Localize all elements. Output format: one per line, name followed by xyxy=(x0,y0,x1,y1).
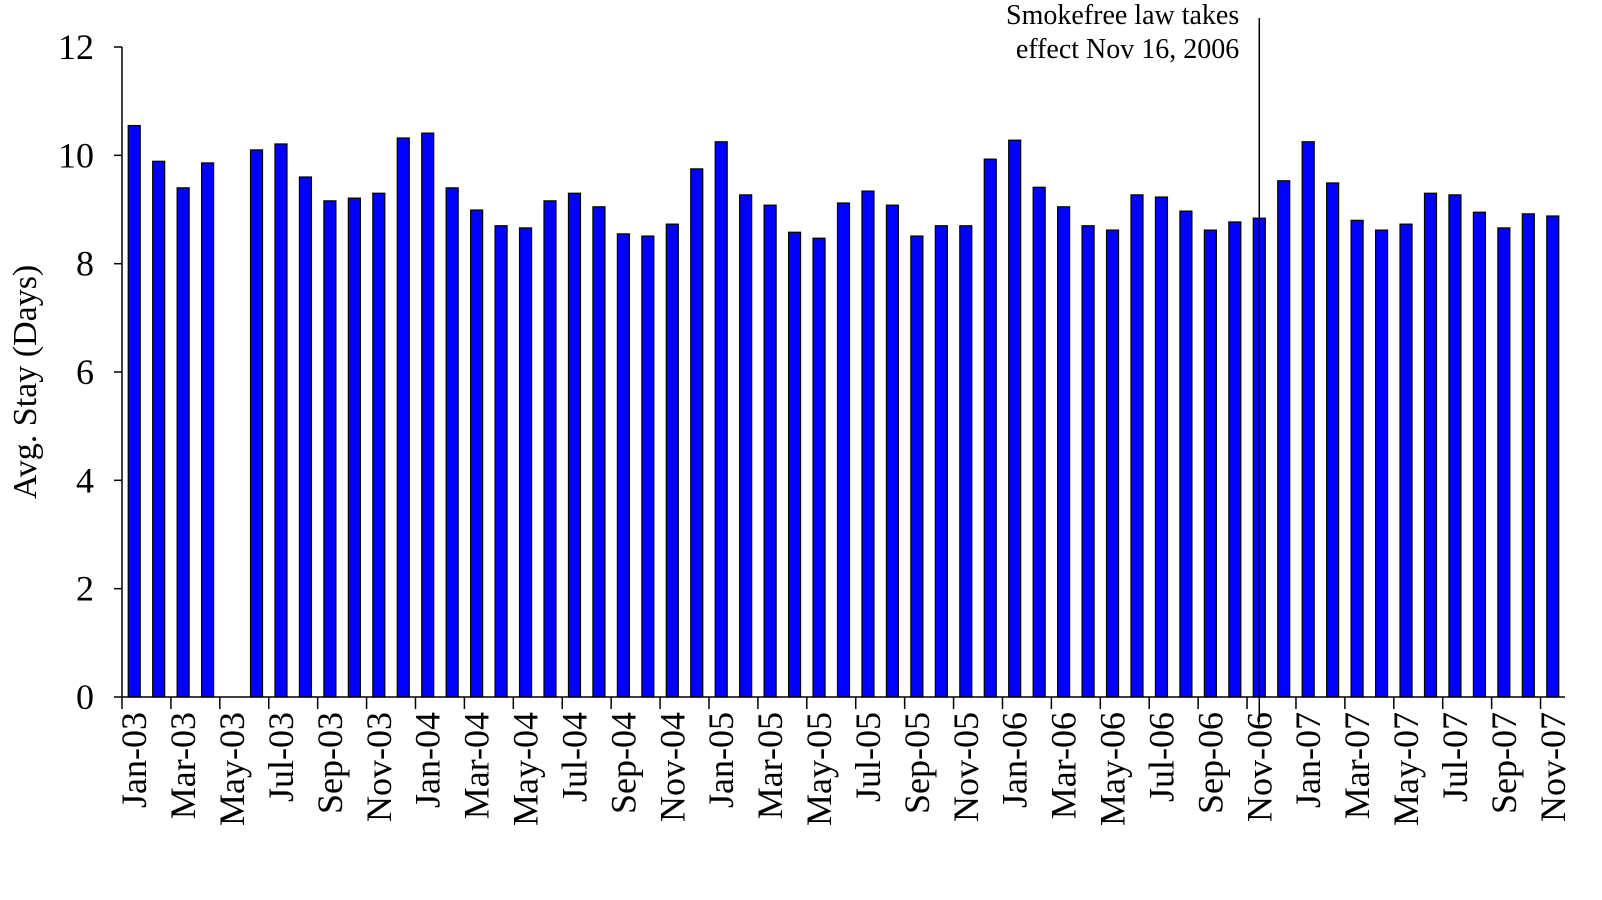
bar xyxy=(1301,141,1315,698)
bar xyxy=(1546,215,1560,698)
bar xyxy=(1081,225,1095,698)
x-tick-label: Sep-05 xyxy=(897,712,937,814)
bar xyxy=(396,137,410,698)
bar xyxy=(739,194,753,698)
x-tick-label: Mar-03 xyxy=(163,712,203,819)
bar xyxy=(1105,229,1120,698)
bar xyxy=(836,202,851,698)
bar xyxy=(372,192,386,698)
bar xyxy=(641,235,655,698)
bar xyxy=(445,187,459,698)
bar xyxy=(298,176,313,698)
x-tick-label: Nov-05 xyxy=(946,712,986,822)
x-tick-label: Jan-03 xyxy=(114,712,154,808)
x-tick-label: Jul-07 xyxy=(1435,712,1475,802)
bar xyxy=(959,225,973,698)
bar xyxy=(470,209,484,698)
x-tick-label: Nov-07 xyxy=(1533,712,1573,822)
x-tick-label: Nov-03 xyxy=(359,712,399,822)
y-tick-label: 6 xyxy=(76,352,94,392)
bar xyxy=(910,235,924,698)
bar xyxy=(934,225,948,698)
x-tick-label: Mar-04 xyxy=(457,712,497,819)
bar xyxy=(714,141,728,698)
y-tick-label: 12 xyxy=(58,27,94,67)
x-tick-label: Jan-07 xyxy=(1288,712,1328,808)
bar xyxy=(274,143,288,698)
x-tick-label: May-03 xyxy=(212,712,252,826)
x-tick-label: Jul-06 xyxy=(1141,712,1181,802)
y-tick-label: 0 xyxy=(76,677,94,717)
bar xyxy=(567,192,582,698)
bar xyxy=(1374,229,1389,698)
bar xyxy=(1448,194,1462,698)
x-tick-label: Jul-03 xyxy=(261,712,301,802)
y-tick-label: 2 xyxy=(76,569,94,609)
bar xyxy=(1008,139,1022,698)
annotation: Smokefree law takes xyxy=(1006,0,1239,31)
x-tick-label: Sep-03 xyxy=(310,712,350,814)
x-tick-label: Sep-04 xyxy=(603,712,643,814)
bar xyxy=(152,160,166,698)
y-axis-label: Avg. Stay (Days) xyxy=(7,265,44,500)
bar xyxy=(1057,206,1071,698)
bar xyxy=(494,225,508,698)
bar xyxy=(592,206,606,698)
x-tick-label: Jan-04 xyxy=(408,712,448,808)
bar xyxy=(1277,180,1291,698)
x-tick-label: Nov-04 xyxy=(652,712,692,822)
x-tick-label: Mar-05 xyxy=(750,712,790,819)
bar xyxy=(861,190,875,698)
x-tick-label: Jan-06 xyxy=(995,712,1035,808)
y-tick-label: 8 xyxy=(76,244,94,284)
bar xyxy=(421,132,435,698)
bar xyxy=(763,204,777,698)
x-tick-label: Nov-06 xyxy=(1239,712,1279,822)
bar xyxy=(543,200,557,698)
bar xyxy=(1521,213,1535,698)
bar xyxy=(176,187,190,698)
bar xyxy=(1497,227,1511,698)
bar xyxy=(1472,211,1486,698)
bar xyxy=(1130,194,1144,698)
bar xyxy=(690,168,704,698)
x-tick-label: Sep-06 xyxy=(1190,712,1230,814)
bar xyxy=(1399,223,1413,698)
annotation: effect Nov 16, 2006 xyxy=(1016,34,1239,65)
bar xyxy=(616,233,630,698)
bar xyxy=(1032,186,1046,698)
y-tick-label: 10 xyxy=(58,135,94,175)
bar xyxy=(1423,192,1438,698)
bar xyxy=(1203,229,1217,698)
bar xyxy=(323,200,337,698)
bar xyxy=(201,162,215,698)
bar xyxy=(518,227,533,698)
x-tick-label: Jul-05 xyxy=(848,712,888,802)
bar xyxy=(665,223,679,698)
x-tick-label: Sep-07 xyxy=(1484,712,1524,814)
x-tick-label: May-04 xyxy=(506,712,546,826)
x-tick-label: May-05 xyxy=(799,712,839,826)
x-tick-label: Mar-06 xyxy=(1044,712,1084,819)
bar xyxy=(347,197,361,698)
x-tick-label: May-07 xyxy=(1386,712,1426,826)
x-tick-label: Mar-07 xyxy=(1337,712,1377,819)
bar xyxy=(1154,196,1169,698)
y-tick-label: 4 xyxy=(76,460,94,500)
bar xyxy=(983,158,997,698)
bar xyxy=(787,231,802,698)
bar xyxy=(1326,182,1340,698)
x-tick-label: Jan-05 xyxy=(701,712,741,808)
bar xyxy=(1179,210,1193,698)
x-tick-label: May-06 xyxy=(1093,712,1133,826)
bar xyxy=(1350,219,1364,698)
x-tick-label: Jul-04 xyxy=(554,712,594,802)
bar xyxy=(885,204,900,698)
bar xyxy=(127,124,141,698)
bar xyxy=(812,237,826,698)
bar xyxy=(1228,221,1242,698)
bar xyxy=(249,149,264,698)
